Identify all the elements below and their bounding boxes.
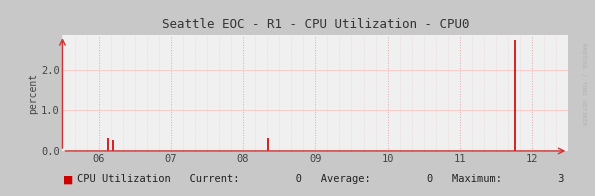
Text: CPU Utilization   Current:         0   Average:         0   Maximum:         3: CPU Utilization Current: 0 Average: 0 Ma… [77, 174, 565, 184]
Text: ■: ■ [64, 172, 72, 186]
Y-axis label: percent: percent [28, 73, 38, 114]
Text: RRDTOOL / TOBI OETIKER: RRDTOOL / TOBI OETIKER [582, 43, 587, 125]
Title: Seattle EOC - R1 - CPU Utilization - CPU0: Seattle EOC - R1 - CPU Utilization - CPU… [162, 18, 469, 31]
